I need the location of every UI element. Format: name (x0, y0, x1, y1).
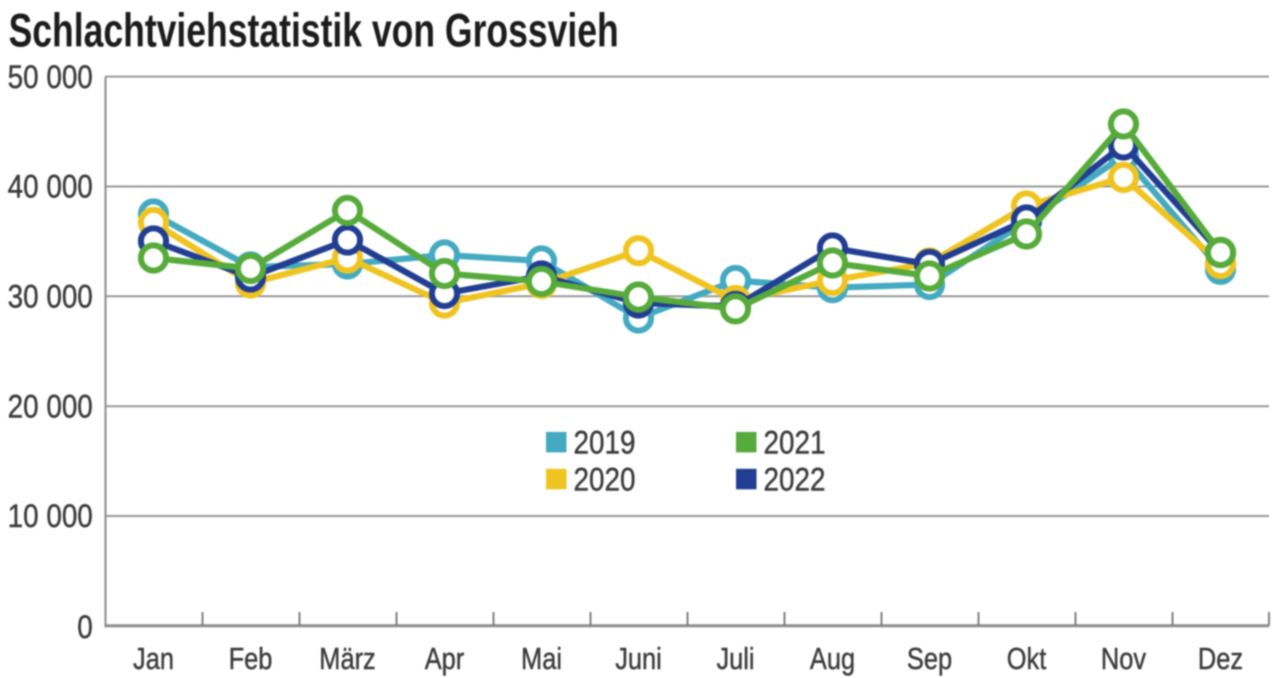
svg-text:Jan: Jan (133, 642, 174, 677)
svg-text:Sep: Sep (907, 642, 952, 677)
svg-text:Dez: Dez (1198, 642, 1243, 677)
svg-text:Feb: Feb (229, 642, 273, 677)
svg-text:Juni: Juni (615, 642, 662, 677)
svg-text:Schlachtviehstatistik von Gros: Schlachtviehstatistik von Grossvieh (9, 4, 619, 57)
svg-text:2021: 2021 (764, 424, 826, 461)
svg-text:40 000: 40 000 (8, 169, 93, 206)
svg-text:Apr: Apr (425, 642, 465, 677)
svg-text:2020: 2020 (574, 461, 636, 498)
svg-text:2022: 2022 (764, 461, 826, 498)
svg-text:März: März (319, 642, 375, 677)
svg-text:2019: 2019 (574, 424, 636, 461)
svg-text:Mai: Mai (521, 642, 562, 677)
svg-text:0: 0 (77, 609, 92, 646)
svg-text:50 000: 50 000 (8, 59, 93, 96)
svg-text:10 000: 10 000 (8, 498, 93, 535)
svg-text:Okt: Okt (1007, 642, 1047, 677)
svg-text:Juli: Juli (716, 642, 754, 677)
svg-text:20 000: 20 000 (8, 388, 93, 425)
svg-text:Aug: Aug (810, 642, 855, 677)
svg-text:Nov: Nov (1101, 642, 1147, 677)
svg-text:30 000: 30 000 (8, 278, 93, 315)
